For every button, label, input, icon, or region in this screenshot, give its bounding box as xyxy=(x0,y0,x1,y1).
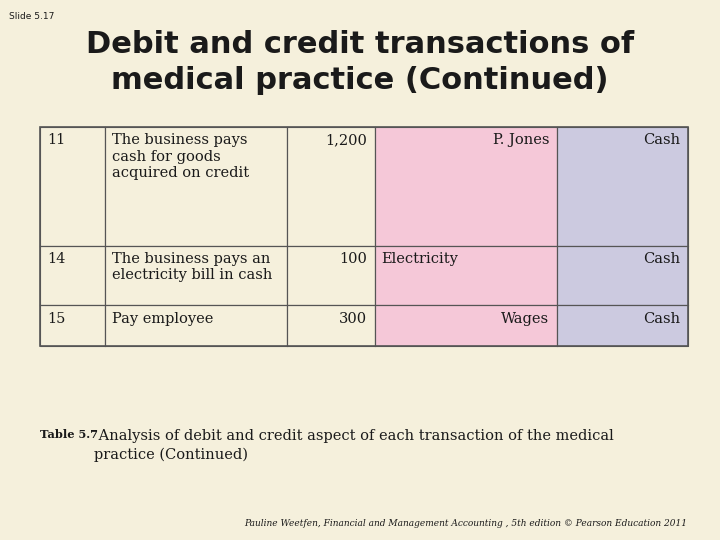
Bar xyxy=(40,305,105,346)
Bar xyxy=(557,127,688,246)
Text: The business pays
cash for goods
acquired on credit: The business pays cash for goods acquire… xyxy=(112,133,249,180)
Bar xyxy=(287,246,374,305)
Bar xyxy=(557,305,688,346)
Text: 100: 100 xyxy=(339,252,367,266)
Text: Cash: Cash xyxy=(643,133,680,147)
Text: The business pays an
electricity bill in cash: The business pays an electricity bill in… xyxy=(112,252,273,282)
Bar xyxy=(374,127,557,246)
Text: Table 5.7: Table 5.7 xyxy=(40,429,98,440)
Text: Analysis of debit and credit aspect of each transaction of the medical
practice : Analysis of debit and credit aspect of e… xyxy=(94,429,613,462)
Text: 300: 300 xyxy=(339,312,367,326)
Text: Electricity: Electricity xyxy=(382,252,459,266)
Bar xyxy=(40,246,105,305)
Bar xyxy=(40,127,105,246)
Text: P. Jones: P. Jones xyxy=(493,133,549,147)
Bar xyxy=(557,246,688,305)
Text: Pay employee: Pay employee xyxy=(112,312,214,326)
Bar xyxy=(105,305,287,346)
Text: 11: 11 xyxy=(47,133,65,147)
Text: Wages: Wages xyxy=(501,312,549,326)
Text: Debit and credit transactions of
medical practice (Continued): Debit and credit transactions of medical… xyxy=(86,30,634,94)
Bar xyxy=(287,305,374,346)
Bar xyxy=(105,127,287,246)
Bar xyxy=(287,127,374,246)
Text: Pauline Weetfen, Financial and Management Accounting , 5th edition © Pearson Edu: Pauline Weetfen, Financial and Managemen… xyxy=(245,519,688,528)
Text: 14: 14 xyxy=(47,252,66,266)
Bar xyxy=(374,246,557,305)
Text: Cash: Cash xyxy=(643,252,680,266)
Text: 15: 15 xyxy=(47,312,66,326)
Text: Slide 5.17: Slide 5.17 xyxy=(9,12,55,21)
Text: 1,200: 1,200 xyxy=(325,133,367,147)
Bar xyxy=(374,305,557,346)
Bar xyxy=(105,246,287,305)
Text: Cash: Cash xyxy=(643,312,680,326)
Bar xyxy=(40,127,688,346)
